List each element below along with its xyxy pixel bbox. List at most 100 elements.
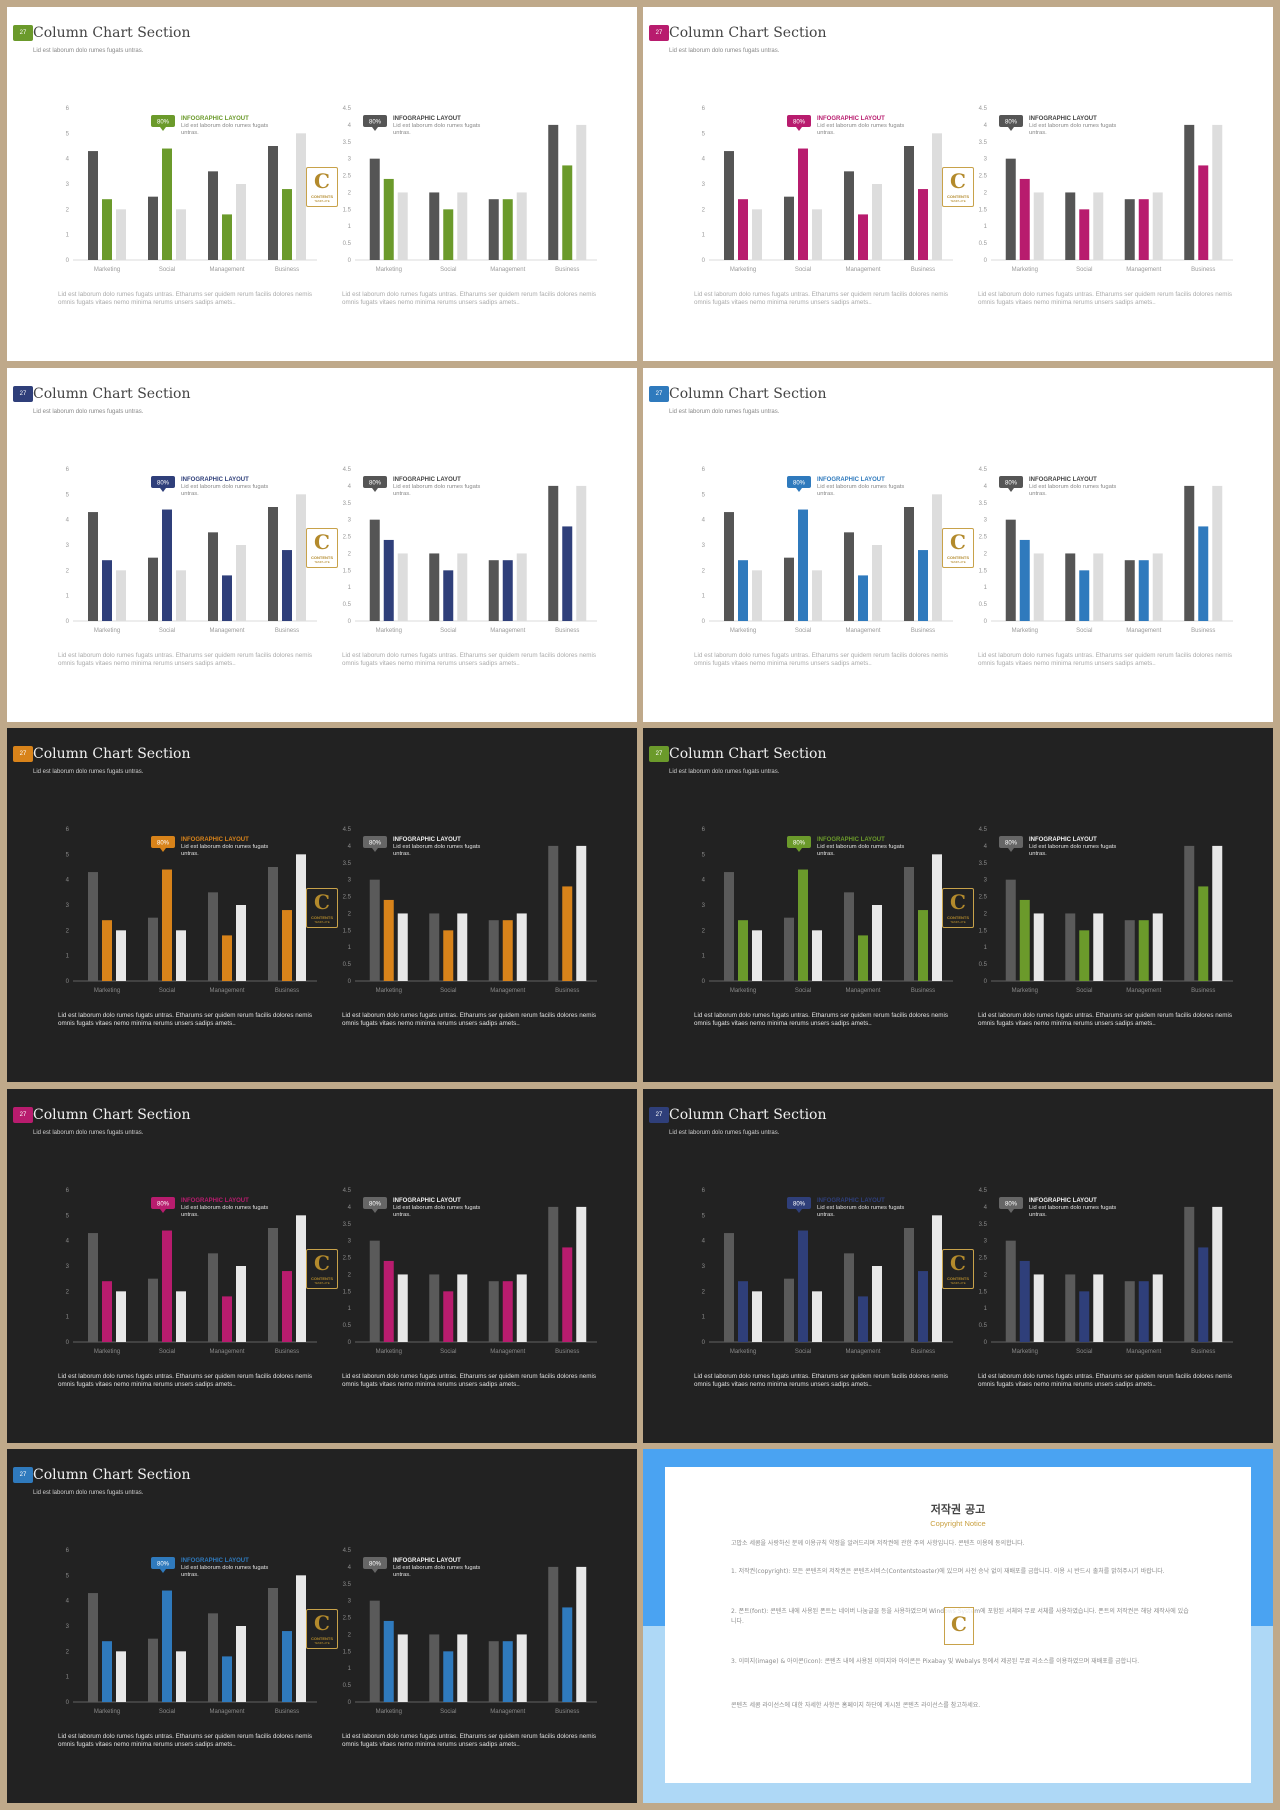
- callout-title: INFOGRAPHIC LAYOUT: [181, 1198, 249, 1204]
- bar-business-series-3: [576, 845, 587, 981]
- logo-letter: C: [314, 1251, 330, 1275]
- callout-text-line: untras.: [817, 491, 835, 497]
- y-tick-label: 1: [984, 224, 988, 230]
- bar-business-series-2: [282, 910, 292, 981]
- bar-business-series-1: [548, 1206, 559, 1342]
- y-tick-label: 2: [348, 190, 352, 196]
- column-chart: 0 1 2 3 4 5 6 Marketing Social Management Business…: [66, 106, 317, 273]
- slide-subtitle: Lid est laborum dolo rumes fugats untras…: [33, 409, 144, 415]
- slide-number-badge: 27: [649, 386, 669, 402]
- description-line: Lid est laborum dolo rumes fugats untras…: [978, 291, 1233, 298]
- y-tick-label: 2: [702, 1289, 706, 1295]
- slide-subtitle: Lid est laborum dolo rumes fugats untras…: [33, 1490, 144, 1496]
- logo-letter: C: [950, 890, 966, 914]
- y-tick-label: 0: [348, 979, 352, 985]
- bar-social-series-1: [429, 553, 440, 621]
- column-chart: 0 1 2 3 4 5 6 Marketing Social Management Business…: [66, 1548, 317, 1715]
- bar-management-series-2: [1138, 1281, 1149, 1342]
- y-tick-label: 2: [348, 1632, 352, 1638]
- chart-description: Lid est laborum dolo rumes fugats untras…: [58, 1012, 313, 1028]
- callout-value: 80%: [793, 840, 806, 846]
- column-charts: 0 1 2 3 4 5 6 Marketing Social Management Business…: [702, 106, 1233, 273]
- y-tick-label: 2: [66, 1289, 70, 1295]
- bar-business-series-1: [268, 1228, 278, 1342]
- bar-social-series-2: [162, 1230, 172, 1342]
- y-tick-label: 2: [984, 911, 988, 917]
- bar-social-series-2: [443, 930, 454, 981]
- x-tick-label: Marketing: [94, 988, 120, 994]
- description-line: Lid est laborum dolo rumes fugats untras…: [58, 1012, 313, 1019]
- bar-management-series-1: [208, 892, 218, 981]
- callout-text-line: untras.: [1029, 851, 1047, 857]
- callout-value: 80%: [157, 480, 170, 486]
- callout-value: 80%: [369, 119, 382, 125]
- bar-marketing-series-1: [369, 879, 380, 981]
- y-tick-label: 2: [66, 568, 70, 574]
- chart-slide: 27 Column Chart Section Lid est laborum do…: [7, 1449, 637, 1803]
- bar-business-series-1: [548, 845, 559, 981]
- chart-description: Lid est laborum dolo rumes fugats untras…: [58, 652, 313, 668]
- bar-management-series-2: [1138, 920, 1149, 981]
- logo-text: CONTENTS: [947, 1276, 969, 1281]
- x-tick-label: Marketing: [94, 628, 120, 634]
- bar-marketing-series-1: [724, 512, 734, 621]
- bar-management-series-2: [858, 935, 868, 981]
- chart-slide: 27 Column Chart Section Lid est laborum do…: [643, 368, 1273, 722]
- bar-marketing-series-1: [1005, 879, 1016, 981]
- callout-pointer-icon: [796, 848, 802, 852]
- slide-title: Column Chart Section: [33, 386, 191, 402]
- y-tick-label: 4: [348, 844, 352, 850]
- y-tick-label: 5: [702, 492, 706, 498]
- bar-marketing-series-1: [724, 1233, 734, 1342]
- bar-social-series-3: [457, 1274, 468, 1342]
- description-line: omnis fugats vitaes nemo minima rerums u…: [342, 1020, 520, 1028]
- description-line: Lid est laborum dolo rumes fugats untras…: [342, 652, 597, 659]
- column-charts: 0 1 2 3 4 5 6 Marketing Social Management Business…: [66, 1548, 597, 1715]
- callout-text-line: Lid est laborum dolo rumes fugats: [1029, 123, 1116, 129]
- chart-slide: 27 Column Chart Section Lid est laborum do…: [643, 728, 1273, 1082]
- bar-management-series-1: [488, 560, 499, 621]
- callout-pointer-icon: [1008, 1209, 1014, 1213]
- x-tick-label: Social: [440, 1709, 456, 1715]
- y-tick-label: 2.5: [343, 1256, 352, 1262]
- bar-social-series-2: [1079, 930, 1090, 981]
- slide-number-badge: 27: [13, 386, 33, 402]
- column-chart: 0 1 2 3 4 5 6 Marketing Social Management Business…: [66, 1188, 317, 1355]
- column-chart: 0 1 2 3 4 5 6 Marketing Social Management Business…: [702, 1188, 953, 1355]
- bar-social-series-3: [457, 1634, 468, 1702]
- callout-pointer-icon: [372, 488, 378, 492]
- bar-marketing-series-3: [116, 1651, 126, 1702]
- slide-number-badge: 27: [649, 1107, 669, 1123]
- bar-social-series-2: [798, 1230, 808, 1342]
- bar-management-series-1: [488, 1281, 499, 1342]
- description-line: omnis fugats vitaes nemo minima rerums u…: [58, 1381, 236, 1389]
- y-tick-label: 4: [702, 157, 706, 163]
- x-tick-label: Social: [1076, 628, 1092, 634]
- y-tick-label: 0: [66, 979, 70, 985]
- bar-social-series-3: [1093, 192, 1104, 260]
- y-tick-label: 2: [66, 1649, 70, 1655]
- bar-social-series-3: [176, 1291, 186, 1342]
- y-tick-label: 0: [702, 619, 706, 625]
- y-tick-label: 3: [66, 182, 70, 188]
- description-line: omnis fugats vitaes nemo minima rerums u…: [342, 1741, 520, 1749]
- bar-marketing-series-2: [1019, 178, 1030, 260]
- bar-management-series-2: [222, 575, 232, 621]
- callout-value-pill: [999, 115, 1023, 127]
- bar-marketing-series-3: [752, 209, 762, 260]
- y-tick-label: 0.5: [979, 241, 988, 247]
- bar-marketing-series-1: [88, 1233, 98, 1342]
- y-tick-label: 0: [984, 979, 988, 985]
- x-tick-label: Management: [209, 1349, 244, 1355]
- y-tick-label: 6: [66, 827, 70, 833]
- x-tick-label: Business: [555, 988, 579, 994]
- chart-description: Lid est laborum dolo rumes fugats untras…: [58, 291, 313, 307]
- bar-social-series-3: [176, 930, 186, 981]
- callout-text-line: untras.: [393, 130, 411, 136]
- chart-slide: 27 Column Chart Section Lid est laborum do…: [7, 368, 637, 722]
- bar-management-series-3: [236, 184, 246, 260]
- bar-management-series-3: [516, 553, 527, 621]
- callout-text-line: Lid est laborum dolo rumes fugats: [181, 123, 268, 129]
- y-tick-label: 0.5: [979, 962, 988, 968]
- y-tick-label: 1: [984, 945, 988, 951]
